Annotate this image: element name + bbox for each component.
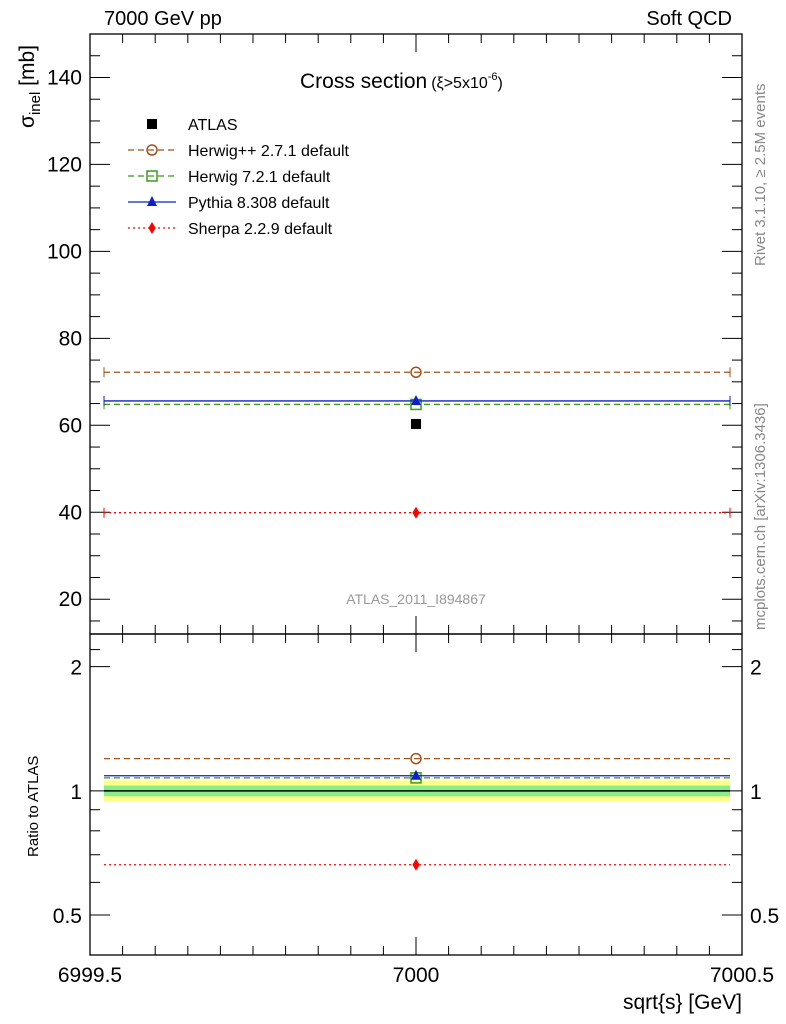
y-axis-label: σinel [mb] [16, 45, 44, 128]
x-tick-label: 6999.5 [58, 964, 122, 987]
legend-entry-label: Herwig++ 2.7.1 default [188, 143, 350, 160]
marker-diamond [148, 222, 156, 234]
legend-entry-label: Pythia 8.308 default [188, 195, 330, 212]
legend-entry-label: Herwig 7.2.1 default [188, 169, 331, 186]
marker-circle [146, 144, 158, 156]
marker-diamond [412, 506, 420, 519]
ratio-y-axis-label: Ratio to ATLAS [25, 756, 42, 857]
ratio-tick-label-left: 1 [70, 781, 82, 804]
legend-entry-label: ATLAS [188, 117, 238, 134]
ratio-tick-label-right: 2 [750, 657, 762, 680]
y-tick-label: 60 [59, 414, 82, 437]
analysis-label: ATLAS_2011_I894867 [346, 591, 486, 607]
y-tick-label: 140 [47, 66, 82, 89]
header-right: Soft QCD [646, 8, 732, 30]
x-tick-label: 7000.5 [710, 964, 774, 987]
x-axis-label: sqrt{s} [GeV] [623, 991, 742, 1014]
marker-square [146, 170, 158, 182]
chart-title: Cross section (ξ>5x10-6) [300, 70, 503, 93]
y-tick-label: 120 [47, 153, 82, 176]
marker-triangle [411, 769, 421, 780]
ratio-tick-label-left: 2 [70, 657, 82, 680]
marker-filled-square [147, 119, 157, 129]
ratio-tick-label-left: 0.5 [53, 905, 82, 928]
y-tick-label: 100 [47, 240, 82, 263]
marker-triangle [411, 394, 421, 405]
header-left: 7000 GeV pp [104, 8, 222, 30]
ratio-tick-label-right: 1 [750, 781, 762, 804]
x-tick-label: 7000 [393, 964, 440, 987]
y-tick-label: 80 [59, 327, 82, 350]
ratio-tick-label-right: 0.5 [750, 905, 779, 928]
marker-circle [410, 366, 422, 379]
legend-entry-label: Sherpa 2.2.9 default [188, 221, 333, 238]
marker-triangle [147, 196, 157, 206]
marker-diamond [412, 858, 420, 871]
marker-filled-square [411, 419, 421, 429]
y-tick-label: 40 [59, 501, 82, 524]
y-tick-label: 20 [59, 588, 82, 611]
marker-circle [410, 752, 422, 765]
